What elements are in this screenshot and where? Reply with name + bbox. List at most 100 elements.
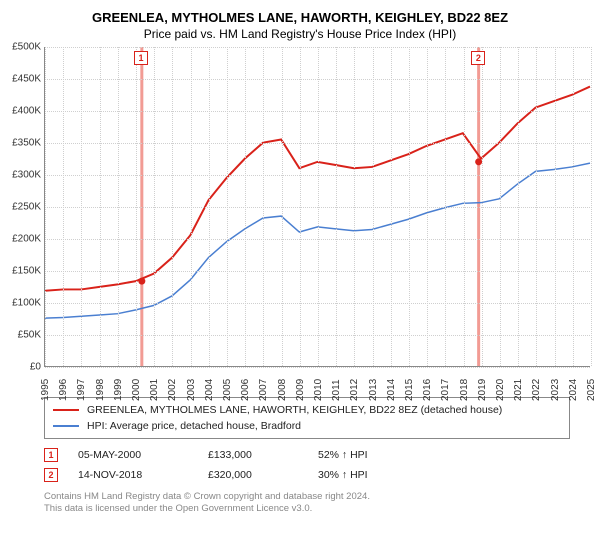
legend-label: HPI: Average price, detached house, Brad… bbox=[87, 420, 301, 432]
plot-region: £0£50K£100K£150K£200K£250K£300K£350K£400… bbox=[44, 47, 590, 367]
gridline-v bbox=[118, 47, 119, 366]
gridline-v bbox=[227, 47, 228, 366]
chart-container: GREENLEA, MYTHOLMES LANE, HAWORTH, KEIGH… bbox=[0, 0, 600, 560]
gridline-v bbox=[536, 47, 537, 366]
x-tick-label: 2017 bbox=[440, 379, 451, 401]
sale-diff: 52% ↑ HPI bbox=[318, 449, 570, 461]
sale-date: 05-MAY-2000 bbox=[78, 449, 208, 461]
x-tick-label: 2016 bbox=[422, 379, 433, 401]
gridline-v bbox=[555, 47, 556, 366]
x-tick-label: 2020 bbox=[495, 379, 506, 401]
footer-line-2: This data is licensed under the Open Gov… bbox=[44, 503, 570, 515]
x-tick-label: 1997 bbox=[76, 379, 87, 401]
gridline-v bbox=[172, 47, 173, 366]
gridline-v bbox=[191, 47, 192, 366]
legend-swatch bbox=[53, 425, 79, 427]
x-tick-label: 2025 bbox=[586, 379, 597, 401]
sale-price: £320,000 bbox=[208, 469, 318, 481]
y-tick-label: £0 bbox=[1, 362, 41, 373]
x-tick-label: 1996 bbox=[58, 379, 69, 401]
y-tick-label: £200K bbox=[1, 234, 41, 245]
x-tick-label: 2009 bbox=[295, 379, 306, 401]
gridline-v bbox=[354, 47, 355, 366]
x-tick-label: 2001 bbox=[149, 379, 160, 401]
gridline-v bbox=[136, 47, 137, 366]
x-tick-label: 2023 bbox=[550, 379, 561, 401]
x-tick-label: 2004 bbox=[204, 379, 215, 401]
y-tick-label: £150K bbox=[1, 266, 41, 277]
gridline-v bbox=[63, 47, 64, 366]
gridline-v bbox=[464, 47, 465, 366]
x-tick-label: 2002 bbox=[167, 379, 178, 401]
gridline-v bbox=[518, 47, 519, 366]
x-tick-label: 2021 bbox=[513, 379, 524, 401]
gridline-v bbox=[154, 47, 155, 366]
gridline-v bbox=[81, 47, 82, 366]
gridline-v bbox=[373, 47, 374, 366]
x-tick-label: 2000 bbox=[131, 379, 142, 401]
x-tick-label: 2012 bbox=[349, 379, 360, 401]
gridline-v bbox=[263, 47, 264, 366]
gridline-v bbox=[300, 47, 301, 366]
footer-line-1: Contains HM Land Registry data © Crown c… bbox=[44, 491, 570, 503]
sale-date: 14-NOV-2018 bbox=[78, 469, 208, 481]
gridline-v bbox=[409, 47, 410, 366]
sale-row-marker: 2 bbox=[44, 468, 58, 482]
x-tick-label: 2015 bbox=[404, 379, 415, 401]
x-tick-label: 2006 bbox=[240, 379, 251, 401]
gridline-v bbox=[391, 47, 392, 366]
x-tick-label: 2003 bbox=[186, 379, 197, 401]
legend-row: GREENLEA, MYTHOLMES LANE, HAWORTH, KEIGH… bbox=[53, 402, 561, 418]
sale-row: 2 14-NOV-2018£320,00030% ↑ HPI bbox=[44, 465, 570, 485]
y-tick-label: £250K bbox=[1, 202, 41, 213]
legend-label: GREENLEA, MYTHOLMES LANE, HAWORTH, KEIGH… bbox=[87, 404, 502, 416]
gridline-v bbox=[45, 47, 46, 366]
footer-attribution: Contains HM Land Registry data © Crown c… bbox=[44, 491, 570, 516]
gridline-v bbox=[427, 47, 428, 366]
y-tick-label: £400K bbox=[1, 106, 41, 117]
gridline-v bbox=[336, 47, 337, 366]
y-tick-label: £350K bbox=[1, 138, 41, 149]
gridline-v bbox=[500, 47, 501, 366]
x-tick-label: 2019 bbox=[477, 379, 488, 401]
legend-row: HPI: Average price, detached house, Brad… bbox=[53, 418, 561, 434]
y-tick-label: £100K bbox=[1, 298, 41, 309]
x-tick-label: 2022 bbox=[531, 379, 542, 401]
gridline-v bbox=[100, 47, 101, 366]
x-tick-label: 2005 bbox=[222, 379, 233, 401]
gridline-v bbox=[209, 47, 210, 366]
chart-area: £0£50K£100K£150K£200K£250K£300K£350K£400… bbox=[30, 47, 590, 387]
legend-swatch bbox=[53, 409, 79, 411]
x-tick-label: 2007 bbox=[258, 379, 269, 401]
x-tick-label: 2014 bbox=[386, 379, 397, 401]
y-tick-label: £450K bbox=[1, 74, 41, 85]
gridline-v bbox=[445, 47, 446, 366]
sale-marker-box: 2 bbox=[471, 51, 485, 65]
chart-subtitle: Price paid vs. HM Land Registry's House … bbox=[0, 25, 600, 47]
x-tick-label: 2013 bbox=[368, 379, 379, 401]
y-tick-label: £300K bbox=[1, 170, 41, 181]
sale-row: 1 05-MAY-2000£133,00052% ↑ HPI bbox=[44, 445, 570, 465]
gridline-v bbox=[318, 47, 319, 366]
x-tick-label: 2018 bbox=[459, 379, 470, 401]
gridline-v bbox=[245, 47, 246, 366]
legend: GREENLEA, MYTHOLMES LANE, HAWORTH, KEIGH… bbox=[44, 397, 570, 439]
sales-table: 1 05-MAY-2000£133,00052% ↑ HPI 2 14-NOV-201… bbox=[44, 445, 570, 485]
y-tick-label: £500K bbox=[1, 42, 41, 53]
gridline-v bbox=[482, 47, 483, 366]
gridline-v bbox=[573, 47, 574, 366]
x-axis-labels: 1995199619971998199920002001200220032004… bbox=[44, 367, 590, 393]
y-tick-label: £50K bbox=[1, 330, 41, 341]
chart-title: GREENLEA, MYTHOLMES LANE, HAWORTH, KEIGH… bbox=[0, 0, 600, 25]
sale-row-marker: 1 bbox=[44, 448, 58, 462]
gridline-v bbox=[591, 47, 592, 366]
sale-price: £133,000 bbox=[208, 449, 318, 461]
x-tick-label: 2024 bbox=[568, 379, 579, 401]
sale-diff: 30% ↑ HPI bbox=[318, 469, 570, 481]
x-tick-label: 1999 bbox=[113, 379, 124, 401]
x-tick-label: 2010 bbox=[313, 379, 324, 401]
x-tick-label: 2011 bbox=[331, 379, 342, 401]
gridline-v bbox=[282, 47, 283, 366]
x-tick-label: 1995 bbox=[40, 379, 51, 401]
sale-marker-box: 1 bbox=[134, 51, 148, 65]
